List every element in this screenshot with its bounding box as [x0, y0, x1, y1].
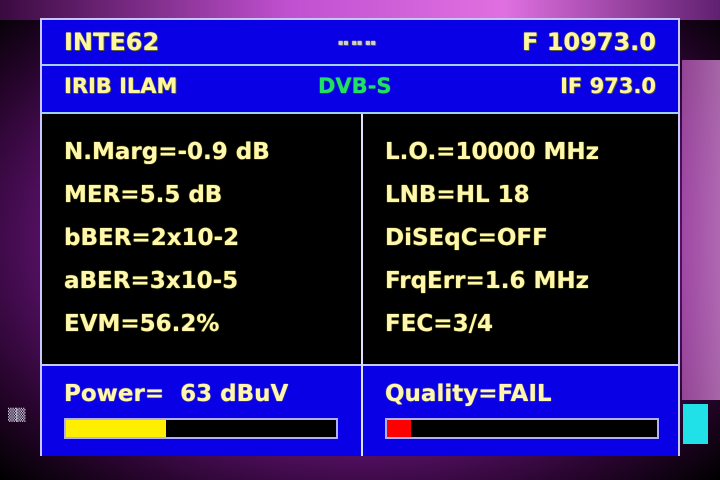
parameters: N.Marg=-0.9 dB MER=5.5 dB bBER=2x10-2 aB… — [42, 114, 678, 364]
param-evm: EVM=56.2% — [64, 311, 220, 337]
param-lnb: LNB=HL 18 — [385, 182, 530, 208]
background-glow — [0, 0, 720, 20]
channel-logo: ▒▒ — [8, 408, 25, 422]
param-frqerr: FrqErr=1.6 MHz — [385, 268, 589, 294]
power-label: Power= 63 dBuV — [64, 381, 289, 407]
param-fec: FEC=3/4 — [385, 311, 493, 337]
quality-label: Quality=FAIL — [385, 381, 552, 407]
param-lo: L.O.=10000 MHz — [385, 139, 599, 165]
level-section: Power= 63 dBuV Quality=FAIL — [42, 364, 678, 456]
background-cyan-block — [683, 404, 708, 444]
param-mer: MER=5.5 dB — [64, 182, 223, 208]
left-params: N.Marg=-0.9 dB MER=5.5 dB bBER=2x10-2 aB… — [64, 114, 354, 364]
if-frequency: IF 973.0 — [560, 74, 656, 98]
subheader-row: IRIB ILAM DVB-S IF 973.0 — [42, 66, 678, 114]
power-bar — [64, 418, 338, 439]
satellite-name: INTE62 — [64, 28, 160, 56]
header-row: INTE62 ▪▪ ▪▪ ▪▪ F 10973.0 — [42, 20, 678, 66]
signal-meter-panel: INTE62 ▪▪ ▪▪ ▪▪ F 10973.0 IRIB ILAM DVB-… — [40, 18, 680, 456]
power-bar-fill — [66, 420, 166, 437]
quality-bar — [385, 418, 659, 439]
param-diseqc: DiSEqC=OFF — [385, 225, 548, 251]
param-nmarg: N.Marg=-0.9 dB — [64, 139, 270, 165]
standard: DVB-S — [318, 74, 392, 98]
channel-name: IRIB ILAM — [64, 74, 178, 98]
column-divider — [361, 114, 363, 456]
quality-bar-fill — [387, 420, 412, 437]
background-decoration — [682, 60, 720, 400]
param-aber: aBER=3x10-5 — [64, 268, 239, 294]
signal-indicator: ▪▪ ▪▪ ▪▪ — [338, 38, 377, 47]
right-params: L.O.=10000 MHz LNB=HL 18 DiSEqC=OFF FrqE… — [385, 114, 675, 364]
param-bber: bBER=2x10-2 — [64, 225, 240, 251]
frequency: F 10973.0 — [521, 28, 656, 56]
